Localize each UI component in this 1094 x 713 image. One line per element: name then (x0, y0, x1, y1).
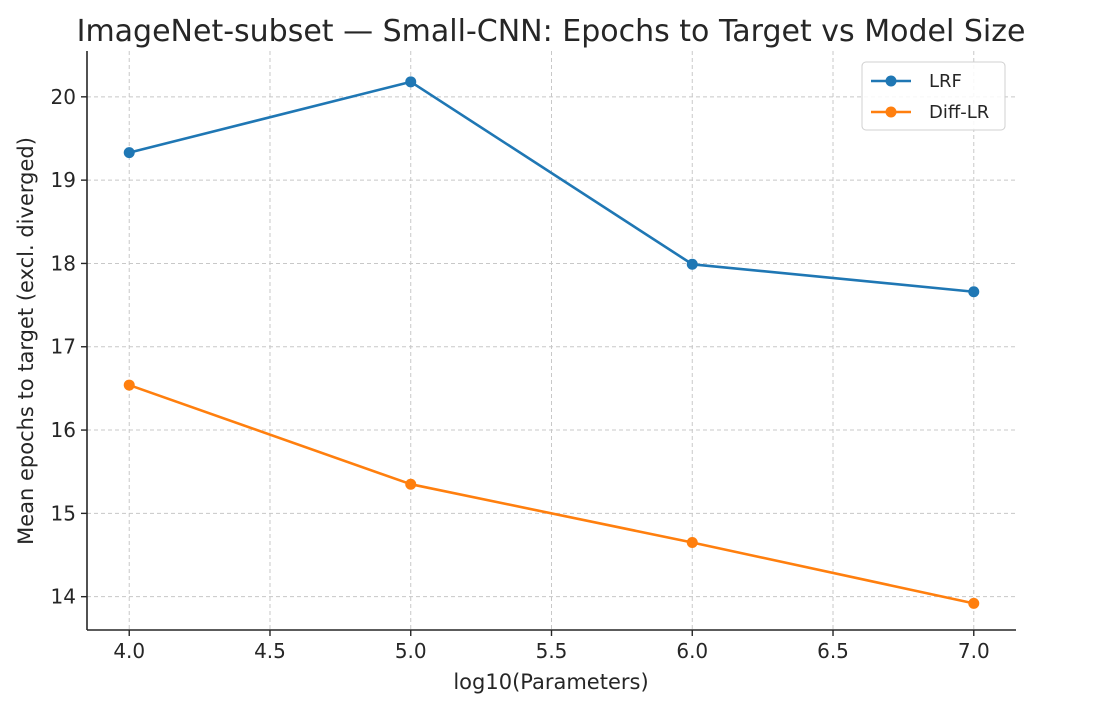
y-tick-label: 18 (51, 251, 76, 275)
legend-label-diff-lr: Diff-LR (929, 102, 989, 123)
x-tick-label: 5.0 (395, 639, 427, 663)
data-point-lrf (123, 147, 135, 159)
data-point-lrf (686, 258, 698, 270)
x-tick-label: 4.5 (254, 639, 286, 663)
y-tick-label: 15 (51, 501, 76, 525)
legend: LRF Diff-LR (861, 61, 1006, 131)
axes (81, 51, 1016, 636)
data-point-diff-lr (968, 597, 980, 609)
data-point-diff-lr (405, 478, 417, 490)
data-point-diff-lr (123, 379, 135, 391)
x-axis-title: log10(Parameters) (453, 670, 648, 694)
y-tick-label: 19 (51, 168, 76, 192)
y-tick-label: 20 (51, 85, 76, 109)
y-tick-label: 14 (51, 585, 76, 609)
y-axis-title: Mean epochs to target (excl. diverged) (14, 137, 38, 545)
x-tick-label: 6.5 (817, 639, 849, 663)
y-tick-label: 17 (51, 335, 76, 359)
x-tick-label: 6.0 (676, 639, 708, 663)
grid-lines (87, 51, 1016, 630)
y-tick-label: 16 (51, 418, 76, 442)
legend-marker-lrf (885, 75, 897, 87)
data-point-lrf (968, 286, 980, 298)
x-tick-label: 5.5 (536, 639, 568, 663)
legend-marker-diff-lr (885, 106, 897, 118)
data-point-diff-lr (686, 537, 698, 549)
x-tick-label: 4.0 (113, 639, 145, 663)
chart-title: ImageNet-subset — Small-CNN: Epochs to T… (77, 14, 1026, 49)
x-tick-label: 7.0 (958, 639, 990, 663)
series-line-lrf (128, 80, 974, 294)
tick-labels: 4.0 4.5 5.0 5.5 6.0 6.5 7.0 14 15 16 17 18 19 20 (51, 85, 990, 663)
series-line-diff-lr (128, 383, 975, 605)
data-point-lrf (405, 76, 417, 88)
legend-label-lrf: LRF (929, 71, 962, 92)
data-series (123, 76, 980, 609)
